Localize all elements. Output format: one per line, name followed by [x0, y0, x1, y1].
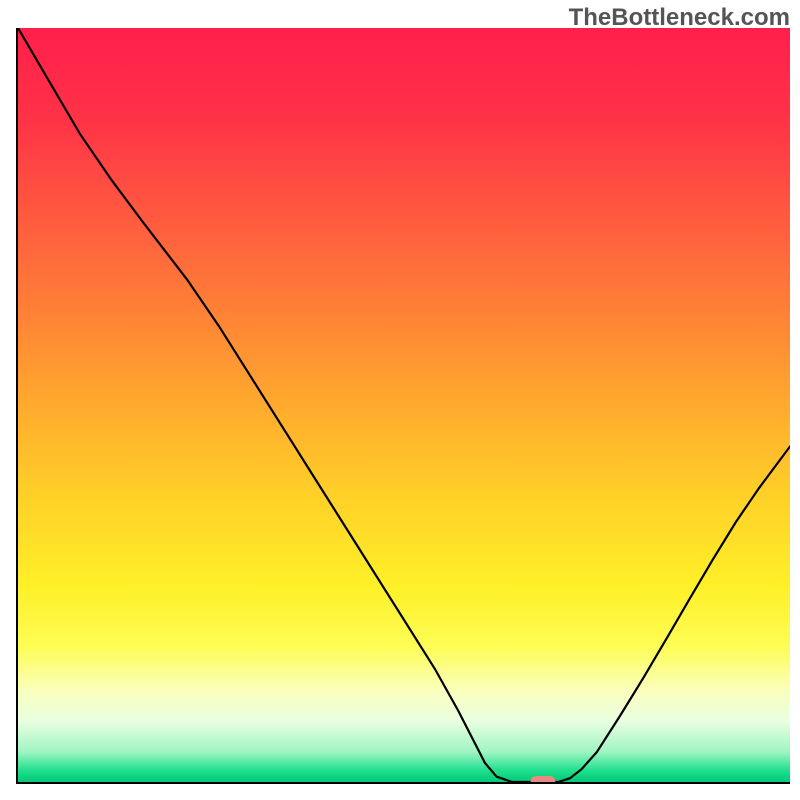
plot-area	[18, 28, 790, 782]
chart-overlay	[18, 28, 790, 782]
bottleneck-curve	[18, 28, 790, 782]
y-axis-line	[16, 28, 18, 782]
chart-container: TheBottleneck.com	[0, 0, 800, 800]
x-axis-line	[16, 782, 790, 784]
